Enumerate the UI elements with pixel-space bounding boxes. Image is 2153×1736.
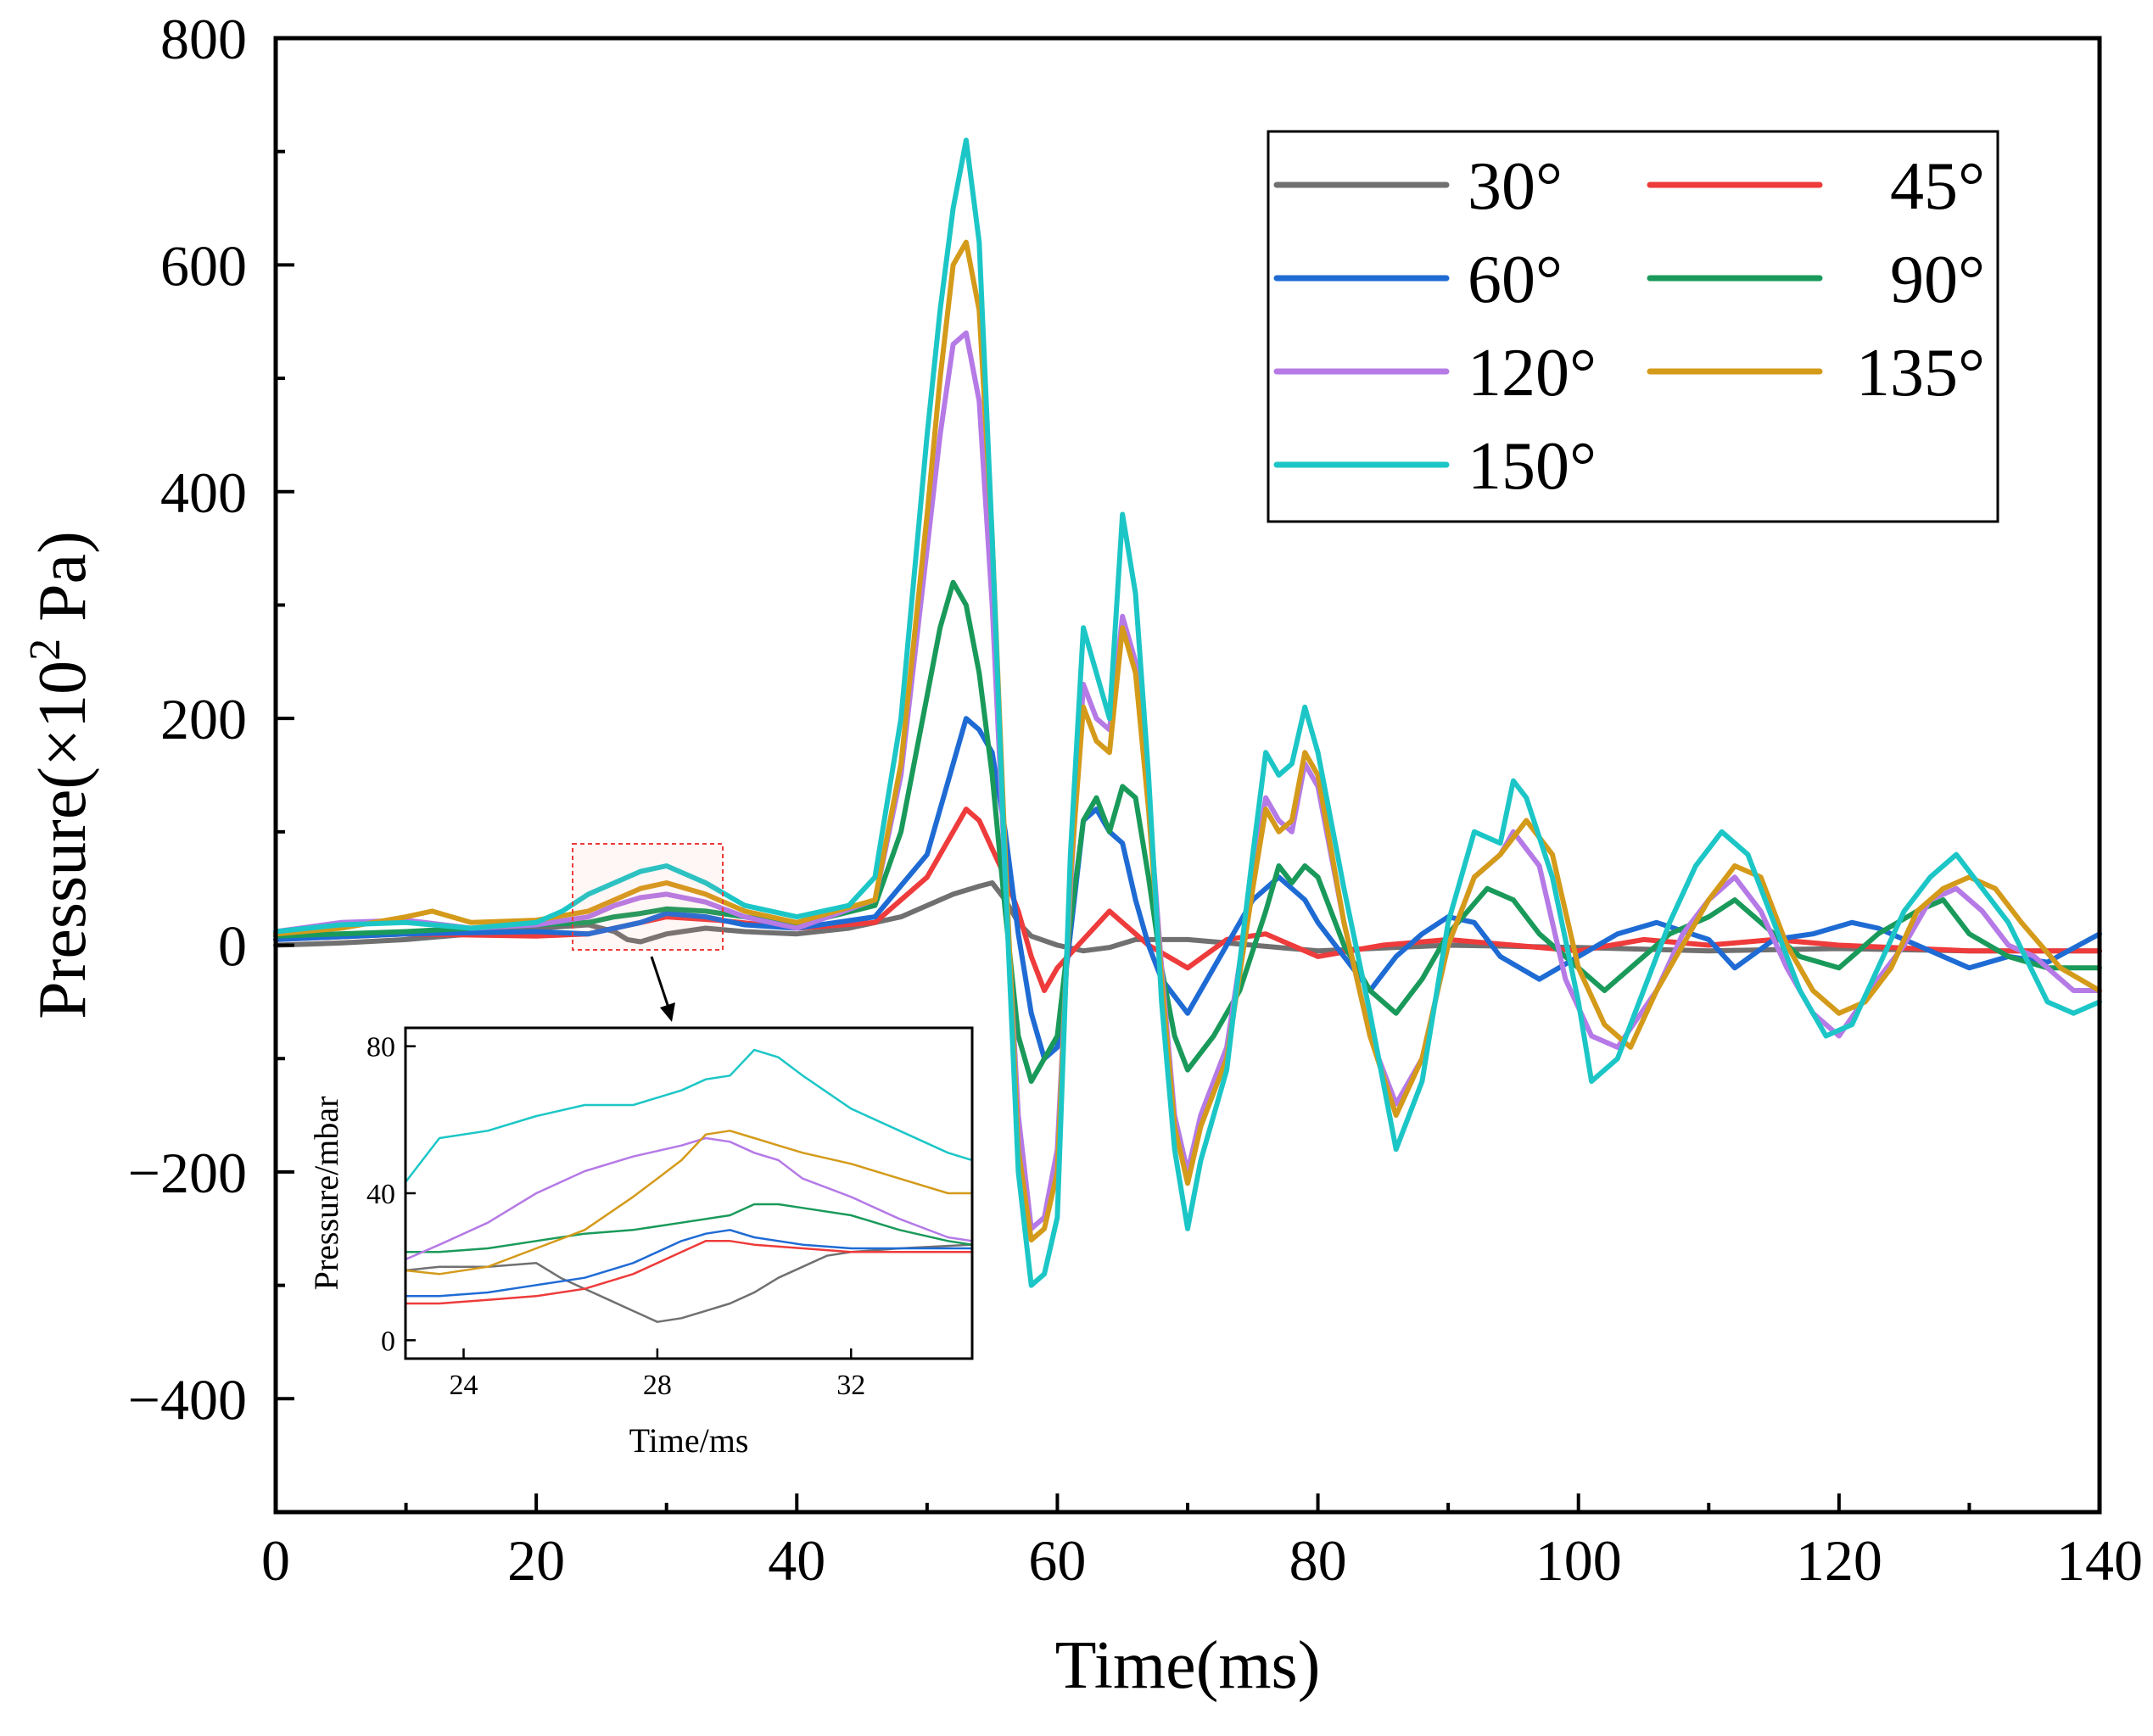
- inset-series-line-90-3: [404, 1203, 974, 1253]
- legend-label-45-1: 45°: [1890, 149, 1985, 224]
- main-series-line-150-6: [273, 137, 2102, 1288]
- main-series-line-60-2: [273, 716, 2102, 1062]
- inset-background: [405, 1028, 972, 1359]
- main-x-tick-label-3: 60: [1028, 1528, 1086, 1593]
- inset-series-line-120-4: [404, 1136, 974, 1261]
- inset-ticks-group: 24 28 32 0 40 80: [366, 1032, 865, 1401]
- main-x-tick-label-4: 80: [1289, 1528, 1347, 1593]
- legend-label-135-5: 135°: [1856, 336, 1985, 410]
- legend-box: [1267, 130, 1999, 523]
- main-y-tick-label-4: 400: [160, 461, 247, 525]
- legend-label-60-2: 60°: [1468, 243, 1563, 317]
- zoom-arrow-head: [660, 1002, 675, 1022]
- main-y-tick-label-1: −200: [128, 1141, 247, 1205]
- inset-y-tick-label-1: 40: [366, 1179, 395, 1210]
- main-series-line-30-0: [273, 880, 2102, 954]
- inset-series-line-150-6: [404, 1048, 974, 1184]
- main-x-tick-label-6: 120: [1796, 1528, 1882, 1593]
- y-axis-title-text: Pressure(×10: [25, 661, 100, 1019]
- main-y-tick-label-5: 600: [160, 233, 247, 298]
- legend: 30° 45° 60° 90° 120° 135° 150°: [1267, 130, 1999, 523]
- inset-y-tick-label-0: 0: [381, 1326, 395, 1357]
- legend-label-90-3: 90°: [1890, 243, 1985, 317]
- main-y-tick-label-6: 800: [160, 7, 247, 71]
- legend-items: 30° 45° 60° 90° 120° 135° 150°: [1273, 149, 1985, 504]
- main-y-tick-label-0: −400: [128, 1367, 247, 1432]
- inset-series-line-30-0: [404, 1243, 974, 1323]
- inset-series-group: [404, 1048, 974, 1323]
- main-x-tick-label-1: 20: [507, 1528, 565, 1593]
- zoom-arrow-line: [650, 956, 670, 1008]
- main-series-group: [273, 137, 2102, 1288]
- inset-y-tick-label-2: 80: [366, 1032, 395, 1063]
- main-x-tick-label-0: 0: [261, 1528, 290, 1593]
- legend-label-120-4: 120°: [1468, 336, 1597, 410]
- main-y-tick-label-2: 0: [218, 914, 247, 979]
- main-x-tick-label-2: 40: [768, 1528, 825, 1593]
- x-axis-title: Time(ms): [1055, 1628, 1321, 1703]
- inset-plot: 24 28 32 0 40 80 Time/ms Pressure/mbar: [307, 1026, 974, 1460]
- inset-x-axis-title: Time/ms: [629, 1421, 749, 1460]
- main-x-tick-label-7: 140: [2056, 1528, 2143, 1593]
- main-series-line-90-3: [273, 579, 2102, 1084]
- main-y-tick-label-3: 200: [160, 687, 247, 751]
- inset-x-tick-label-2: 32: [836, 1370, 865, 1401]
- inset-series-line-45-1: [404, 1240, 974, 1305]
- inset-x-tick-label-0: 24: [450, 1370, 478, 1401]
- main-series-line-135-5: [273, 239, 2102, 1243]
- y-axis-title-unit: Pa): [25, 531, 100, 639]
- legend-label-150-6: 150°: [1468, 429, 1597, 504]
- main-x-tick-label-5: 100: [1535, 1528, 1622, 1593]
- inset-series-line-135-5: [404, 1130, 974, 1275]
- zoom-region-marker: [572, 843, 724, 951]
- inset-x-tick-label-1: 28: [643, 1370, 672, 1401]
- inset-y-axis-title: Pressure/mbar: [307, 1097, 345, 1291]
- legend-label-30-0: 30°: [1468, 149, 1563, 224]
- inset-series-line-60-2: [404, 1229, 974, 1298]
- y-axis-title: Pressure(×102 Pa): [21, 531, 100, 1019]
- main-plot: 0 20 40 60 80 100 120 140−400−2000200400600800 …: [21, 7, 2143, 1703]
- y-axis-title-superscript: 2: [21, 639, 70, 661]
